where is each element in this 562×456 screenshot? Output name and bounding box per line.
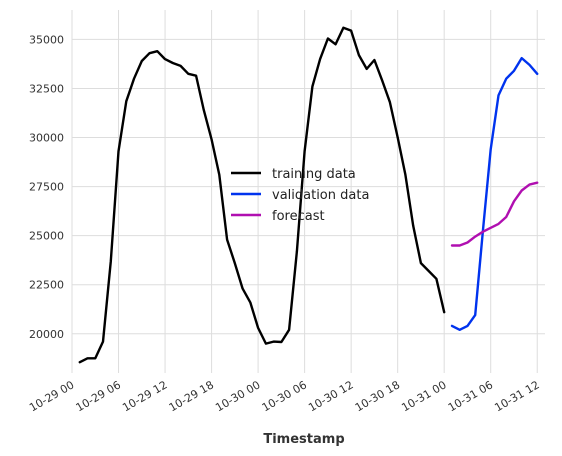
x-tick-label: 10-29 00 — [27, 378, 76, 414]
x-tick-label: 10-30 18 — [353, 378, 402, 414]
series-layer — [78, 26, 539, 364]
y-tick-label: 25000 — [29, 230, 64, 243]
y-tick-label: 30000 — [29, 132, 64, 145]
x-tick-label: 10-31 06 — [446, 378, 495, 414]
y-tick-label: 20000 — [29, 328, 64, 341]
series-line-validation-data — [450, 56, 539, 331]
y-tick-label: 32500 — [29, 82, 64, 95]
y-tick-label: 22500 — [29, 279, 64, 292]
legend-label: validation data — [272, 188, 369, 203]
x-tick-label: 10-30 00 — [213, 378, 262, 414]
x-tick-label: 10-29 18 — [167, 378, 216, 414]
grid-lines — [71, 10, 545, 373]
y-tick-labels: 20000 22500 25000 27500 30000 32500 35000 — [29, 33, 64, 340]
x-tick-label: 10-31 12 — [492, 378, 541, 414]
legend-label: forecast — [272, 209, 325, 224]
legend: training data validation data forecast — [231, 167, 369, 224]
x-axis-title: Timestamp — [263, 432, 344, 447]
x-tick-label: 10-29 06 — [74, 378, 123, 414]
x-tick-label: 10-29 12 — [120, 378, 169, 414]
x-tick-label: 10-30 06 — [260, 378, 309, 414]
series-line-training-data — [78, 26, 446, 364]
series-line-forecast — [450, 181, 539, 247]
y-tick-label: 27500 — [29, 181, 64, 194]
x-tick-label: 10-30 12 — [306, 378, 355, 414]
legend-label: training data — [272, 167, 356, 182]
x-tick-label: 10-31 00 — [399, 378, 448, 414]
y-tick-label: 35000 — [29, 33, 64, 46]
